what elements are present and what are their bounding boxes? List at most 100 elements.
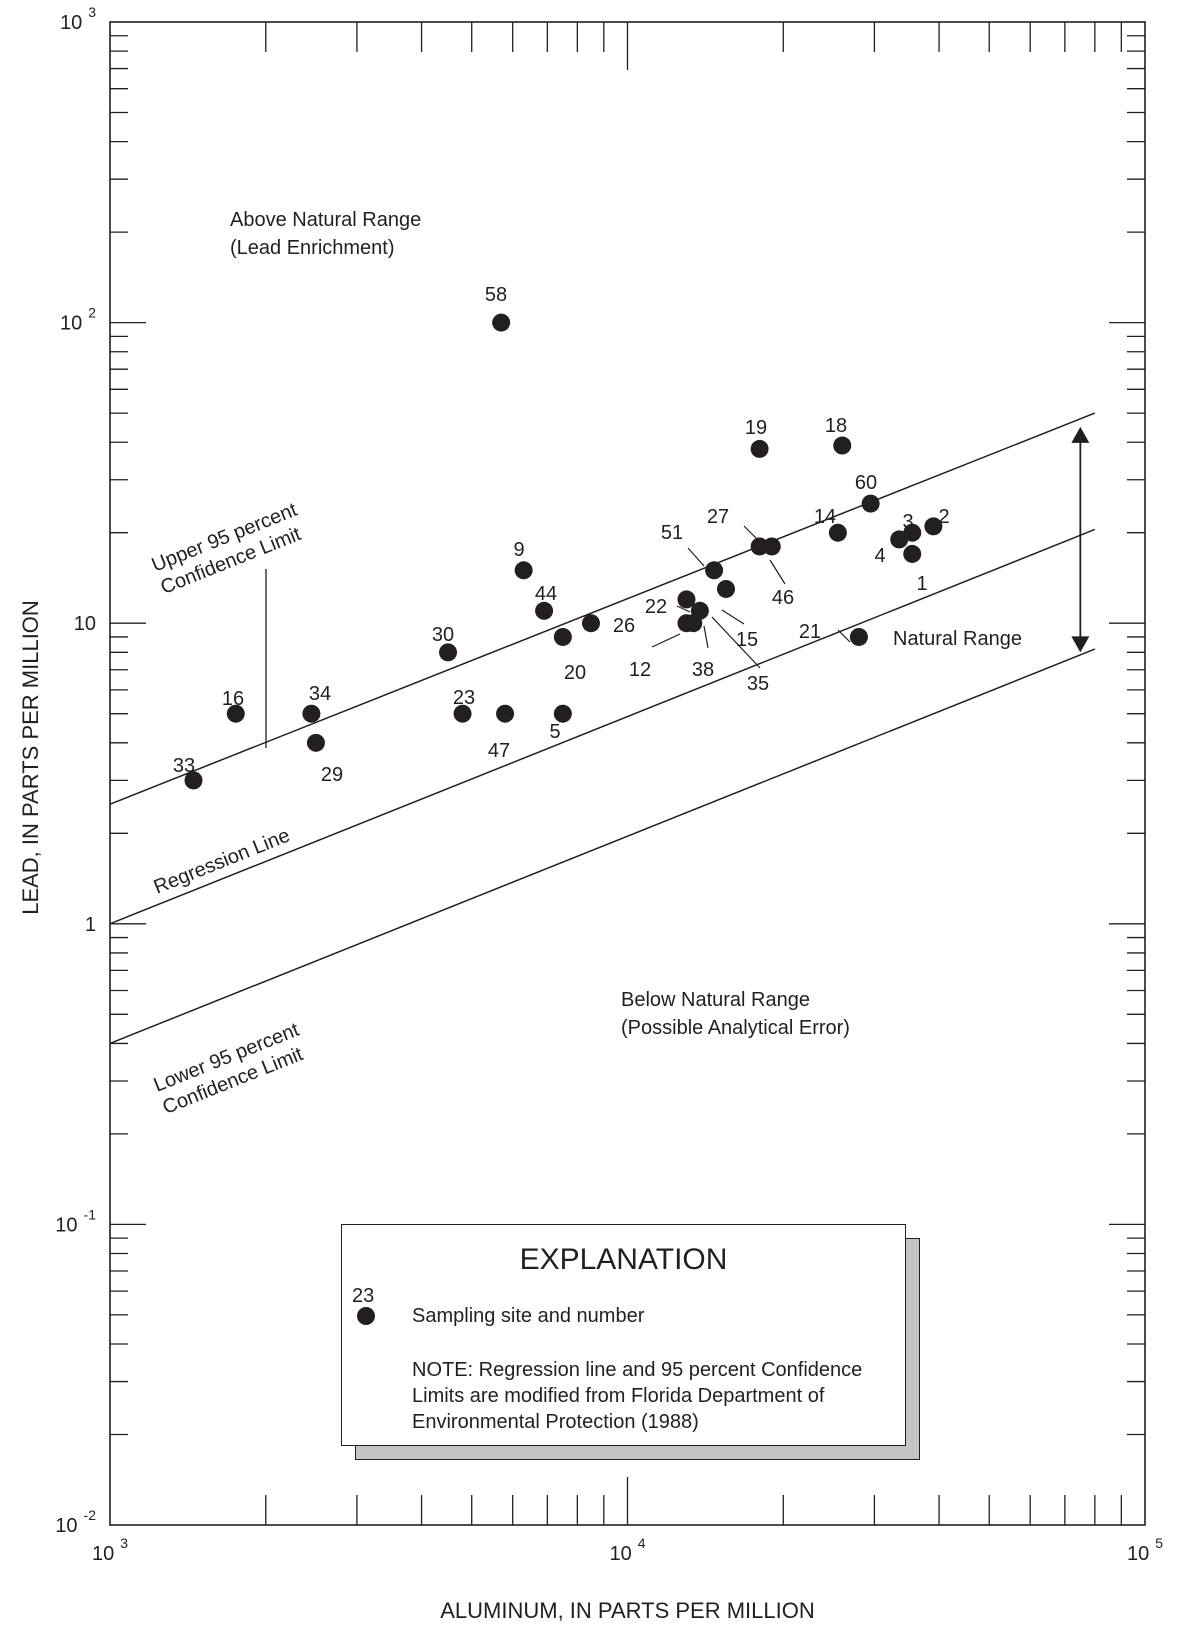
data-point-23 [453, 704, 472, 723]
data-point-label-34: 34 [309, 683, 331, 705]
data-point-label-18: 18 [825, 415, 847, 437]
data-point-leader-35 [711, 616, 761, 669]
tick-label-exponent: -1 [84, 1206, 97, 1222]
tick-label-base: 10 [55, 1214, 77, 1236]
explanation-symbol-number: 23 [352, 1285, 375, 1307]
data-point-29 [306, 733, 325, 752]
above-range-label-1: Above Natural Range [230, 209, 422, 231]
tick-label-base: 10 [55, 1515, 77, 1537]
y-tick-label: 10 -1 [55, 1206, 96, 1236]
data-point-label-35: 35 [747, 673, 769, 695]
explanation-note: NOTE: Regression line and 95 percent Con… [412, 1357, 862, 1435]
below-range-label-1: Below Natural Range [621, 989, 810, 1011]
data-point-label-9: 9 [513, 539, 524, 561]
explanation-symbol-label: Sampling site and number [412, 1305, 645, 1327]
natural-range-arrow-head-up [1071, 426, 1090, 443]
data-point-label-1: 1 [916, 573, 927, 595]
data-point-label-15: 15 [736, 629, 758, 651]
data-point-label-19: 19 [745, 417, 767, 439]
explanation-title: EXPLANATION [519, 1243, 728, 1276]
data-point-leader-22 [676, 605, 691, 613]
data-point-label-16: 16 [222, 688, 244, 710]
data-point-label-58: 58 [485, 284, 507, 306]
explanation-note-line: Limits are modified from Florida Departm… [412, 1385, 825, 1407]
tick-label-exponent: -2 [84, 1507, 97, 1523]
data-point-38 [684, 614, 703, 633]
explanation-symbol-dot [357, 1307, 375, 1325]
tick-label-base: 10 [92, 1543, 114, 1565]
data-point-2 [924, 517, 943, 536]
lower-confidence-line [109, 648, 1096, 1045]
data-point-15 [716, 579, 735, 598]
data-point-label-51: 51 [661, 522, 683, 544]
tick-label-base: 10 [74, 613, 96, 635]
data-point-leader-12 [651, 633, 681, 648]
data-point-26 [581, 614, 600, 633]
tick-label-exponent: 3 [120, 1535, 128, 1551]
data-point-18 [833, 436, 852, 455]
data-point-label-44: 44 [535, 583, 557, 605]
explanation-box: EXPLANATION 23 Sampling site and number … [341, 1224, 906, 1446]
data-point-51 [705, 561, 724, 580]
tick-label-base: 10 [60, 313, 82, 335]
data-point-label-20: 20 [564, 662, 586, 684]
data-point-21 [849, 627, 868, 646]
data-point-47 [496, 704, 515, 723]
x-tick-label: 10 3 [92, 1535, 128, 1565]
data-point-label-4: 4 [874, 545, 885, 567]
data-point-label-38: 38 [692, 659, 714, 681]
data-point-34 [302, 704, 321, 723]
tick-label-exponent: 5 [1155, 1535, 1163, 1551]
tick-label-exponent: 4 [638, 1535, 646, 1551]
data-point-label-30: 30 [432, 624, 454, 646]
data-point-label-27: 27 [707, 506, 729, 528]
y-tick-label: 10 [74, 613, 96, 635]
y-tick-label: 10 2 [60, 305, 96, 335]
tick-label-base: 10 [1127, 1543, 1149, 1565]
data-point-22 [677, 590, 696, 609]
data-point-19 [750, 439, 769, 458]
data-point-44 [535, 601, 554, 620]
data-point-label-29: 29 [321, 764, 343, 786]
data-point-leader-51 [687, 547, 705, 567]
y-tick-label: 10 -2 [55, 1507, 96, 1537]
data-point-58 [492, 313, 511, 332]
data-point-label-3: 3 [902, 511, 913, 533]
data-point-label-14: 14 [814, 506, 836, 528]
x-tick-label: 10 5 [1127, 1535, 1163, 1565]
x-axis-title: ALUMINUM, IN PARTS PER MILLION [440, 1598, 814, 1623]
natural-range-arrow-head-down [1071, 636, 1090, 653]
natural-range-label: Natural Range [893, 628, 1022, 650]
data-point-60 [861, 494, 880, 513]
tick-label-base: 10 [60, 12, 82, 34]
data-point-leader-27 [743, 525, 759, 541]
data-point-5 [553, 704, 572, 723]
regression-line [109, 528, 1096, 925]
regression-line-label: Regression Line [151, 824, 293, 898]
x-tick-label: 10 4 [609, 1535, 645, 1565]
y-tick-label: 1 [85, 914, 96, 936]
data-point-label-12: 12 [629, 659, 651, 681]
data-point-leader-15 [721, 609, 745, 625]
tick-label-base: 1 [85, 914, 96, 936]
data-point-label-22: 22 [645, 596, 667, 618]
data-point-label-5: 5 [549, 721, 560, 743]
data-point-label-26: 26 [613, 615, 635, 637]
data-point-leader-21 [837, 629, 851, 643]
data-point-label-21: 21 [799, 621, 821, 643]
data-point-leader-38 [703, 625, 709, 649]
tick-label-exponent: 2 [88, 305, 96, 321]
data-point-46 [762, 537, 781, 556]
y-axis-title: LEAD, IN PARTS PER MILLION [18, 600, 43, 915]
data-point-9 [514, 561, 533, 580]
data-point-leader-46 [769, 559, 786, 585]
y-tick-label: 10 3 [60, 4, 96, 34]
data-point-16 [226, 704, 245, 723]
data-point-20 [553, 627, 572, 646]
data-point-4 [890, 530, 909, 549]
data-point-label-23: 23 [453, 687, 475, 709]
explanation-note-line: Environmental Protection (1988) [412, 1411, 699, 1433]
above-range-label-2: (Lead Enrichment) [230, 237, 395, 259]
upper-confidence-line [109, 412, 1096, 805]
